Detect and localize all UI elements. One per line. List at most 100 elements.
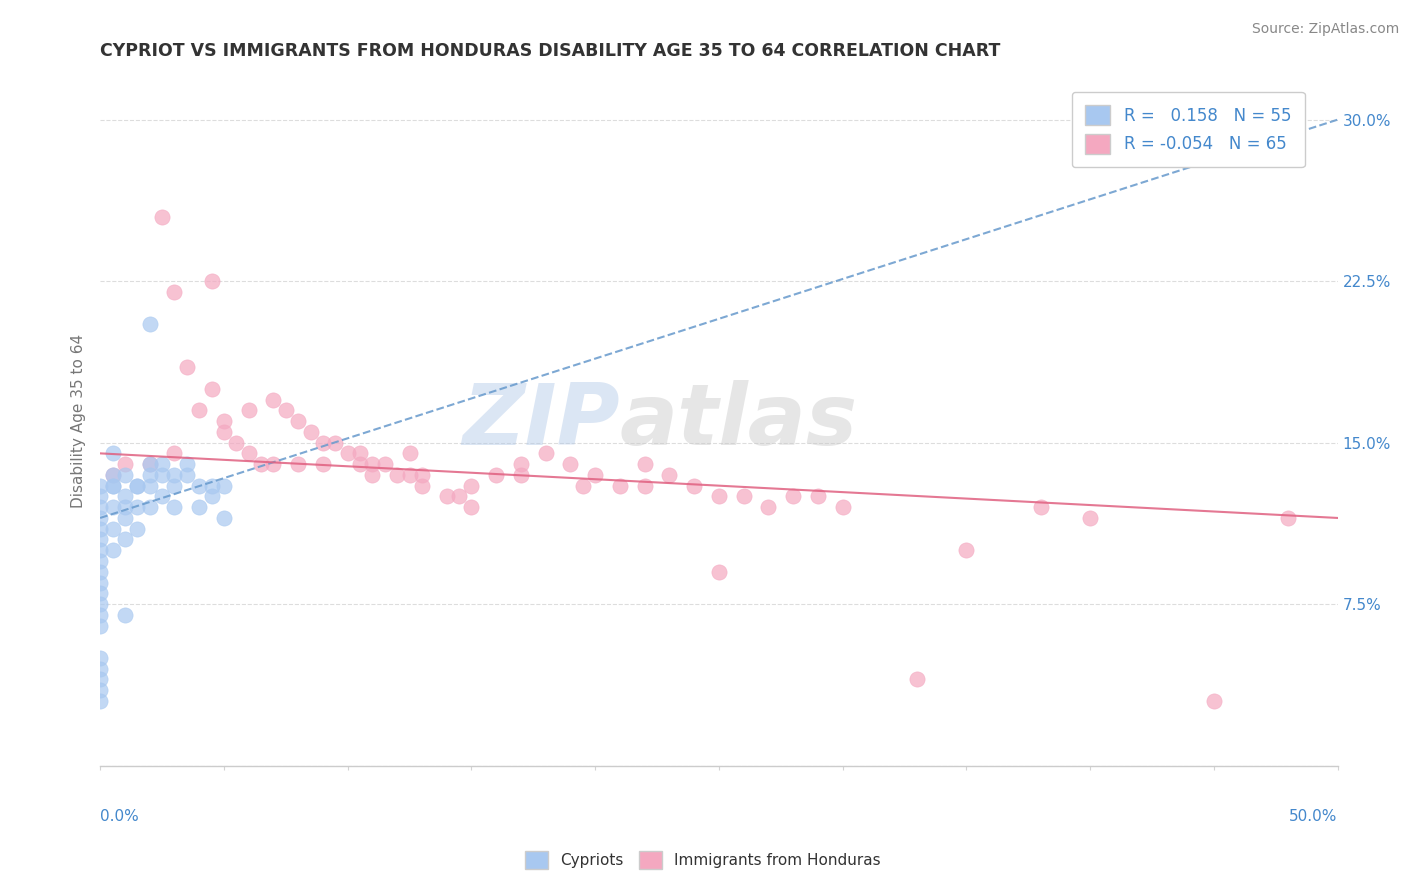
Point [89,662,111,676]
Point [274,403,297,417]
Point [212,511,235,525]
Point [361,457,384,471]
Point [955,543,977,558]
Legend: Cypriots, Immigrants from Honduras: Cypriots, Immigrants from Honduras [519,845,887,875]
Point [114,500,136,515]
Point [200,274,222,288]
Point [163,500,186,515]
Point [411,478,433,492]
Point [336,446,359,460]
Point [138,500,160,515]
Point [127,500,149,515]
Point [707,490,730,504]
Point [398,446,420,460]
Point [89,565,111,579]
Point [225,435,247,450]
Point [89,597,111,611]
Point [200,490,222,504]
Point [138,478,160,492]
Point [150,467,173,482]
Point [1078,511,1101,525]
Point [287,414,309,428]
Point [101,543,124,558]
Point [127,522,149,536]
Point [163,285,186,299]
Point [262,457,284,471]
Point [101,478,124,492]
Point [361,467,384,482]
Point [509,457,531,471]
Point [633,457,655,471]
Point [163,467,186,482]
Point [460,500,482,515]
Point [212,478,235,492]
Point [460,478,482,492]
Point [114,511,136,525]
Text: atlas: atlas [620,380,858,463]
Text: 0.0%: 0.0% [100,809,139,823]
Point [436,490,458,504]
Point [1202,694,1225,708]
Point [707,565,730,579]
Point [101,446,124,460]
Point [1029,500,1052,515]
Point [583,467,606,482]
Point [176,457,198,471]
Point [485,467,508,482]
Point [212,425,235,439]
Point [398,467,420,482]
Point [89,490,111,504]
Point [114,533,136,547]
Point [89,543,111,558]
Point [238,446,260,460]
Point [150,210,173,224]
Point [447,490,470,504]
Point [150,457,173,471]
Point [411,467,433,482]
Point [89,607,111,622]
Point [831,500,853,515]
Point [89,683,111,698]
Point [89,673,111,687]
Point [238,403,260,417]
Point [163,446,186,460]
Point [250,457,273,471]
Text: 50.0%: 50.0% [1289,809,1337,823]
Point [101,478,124,492]
Point [560,457,582,471]
Point [188,500,211,515]
Point [114,490,136,504]
Point [733,490,755,504]
Point [114,457,136,471]
Point [188,478,211,492]
Point [349,446,371,460]
Point [89,500,111,515]
Legend: R =   0.158   N = 55, R = -0.054   N = 65: R = 0.158 N = 55, R = -0.054 N = 65 [1071,92,1305,168]
Point [609,478,631,492]
Point [89,511,111,525]
Point [138,457,160,471]
Point [312,435,335,450]
Point [262,392,284,407]
Point [89,478,111,492]
Point [89,694,111,708]
Point [176,360,198,375]
Point [89,618,111,632]
Point [509,467,531,482]
Point [287,457,309,471]
Point [150,490,173,504]
Point [89,522,111,536]
Point [385,467,408,482]
Point [782,490,804,504]
Point [633,478,655,492]
Point [127,478,149,492]
Text: CYPRIOT VS IMMIGRANTS FROM HONDURAS DISABILITY AGE 35 TO 64 CORRELATION CHART: CYPRIOT VS IMMIGRANTS FROM HONDURAS DISA… [100,42,1001,60]
Point [349,457,371,471]
Point [138,317,160,331]
Point [312,457,335,471]
Point [807,490,830,504]
Point [114,467,136,482]
Point [101,500,124,515]
Point [101,467,124,482]
Y-axis label: Disability Age 35 to 64: Disability Age 35 to 64 [72,334,86,508]
